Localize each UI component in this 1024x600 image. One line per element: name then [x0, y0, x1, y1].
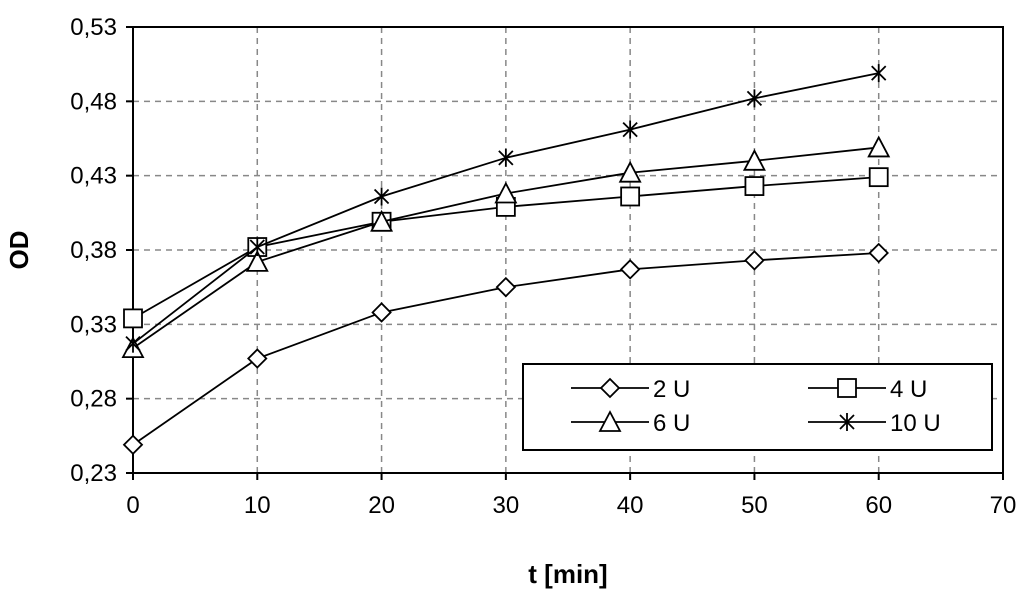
data-point [371, 302, 392, 323]
legend-item: 6 U [571, 410, 690, 437]
data-point [249, 238, 265, 257]
y-tick-label: 0,53 [70, 14, 117, 41]
data-point [125, 334, 141, 353]
x-tick-label: 50 [741, 492, 768, 519]
x-tick-label: 40 [617, 492, 644, 519]
data-point [370, 209, 394, 232]
data-point [245, 249, 269, 272]
legend-marker [599, 377, 621, 399]
legend-label: 4 U [890, 376, 927, 403]
y-tick-label: 0,23 [70, 460, 117, 487]
data-point [746, 89, 763, 108]
y-tick-label: 0,48 [70, 88, 117, 115]
x-tick-label: 0 [126, 492, 139, 519]
y-tick-label: 0,33 [70, 311, 117, 338]
data-point [744, 176, 765, 196]
x-axis-ticks: 0 10 20 30 40 50 60 70 [126, 473, 1016, 519]
data-point [122, 434, 144, 456]
data-point [867, 135, 891, 158]
legend: 2 U 4 U 6 U 10 U [522, 363, 993, 451]
x-tick-label: 70 [990, 492, 1017, 519]
x-axis-title: t [min] [528, 559, 607, 589]
legend-marker [839, 413, 855, 431]
legend-box [522, 363, 993, 451]
data-point [868, 242, 889, 264]
legend-label: 10 U [890, 410, 941, 437]
data-point [871, 64, 887, 83]
series-2u [122, 242, 889, 456]
y-tick-label: 0,43 [70, 163, 117, 190]
data-point [494, 181, 518, 204]
data-point [247, 348, 268, 369]
legend-label: 2 U [653, 376, 690, 403]
legend-marker [837, 378, 857, 398]
series-10u [125, 64, 887, 353]
legend-marker [598, 410, 622, 432]
x-tick-label: 20 [368, 492, 395, 519]
data-point [373, 187, 390, 206]
data-point [622, 120, 638, 139]
data-point [620, 186, 641, 207]
legend-item: 4 U [808, 376, 927, 403]
data-point [744, 250, 765, 271]
data-point [498, 148, 514, 167]
data-point [619, 259, 641, 280]
series-6u [121, 135, 891, 359]
data-point [868, 167, 889, 188]
legend-item: 2 U [571, 376, 690, 403]
y-tick-label: 0,38 [70, 237, 117, 264]
legend-label: 6 U [653, 410, 690, 437]
x-tick-label: 30 [493, 492, 520, 519]
data-point [742, 148, 766, 171]
x-tick-label: 60 [865, 492, 892, 519]
y-axis-ticks: 0,23 0,28 0,33 0,38 0,43 0,48 0,53 [70, 14, 133, 487]
y-tick-label: 0,28 [70, 386, 117, 413]
data-point [123, 308, 143, 329]
series [121, 64, 891, 456]
data-point [618, 160, 642, 183]
legend-item: 10 U [808, 410, 941, 437]
x-tick-label: 10 [244, 492, 271, 519]
data-point [495, 276, 517, 298]
y-axis-title: OD [4, 231, 34, 270]
